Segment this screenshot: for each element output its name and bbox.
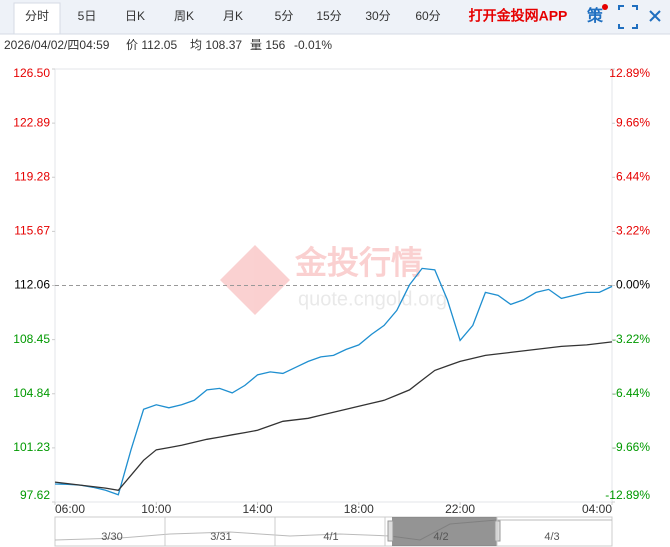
tab[interactable]: 30分 [365, 9, 390, 23]
tab[interactable]: 5分 [275, 9, 294, 23]
y2-tick-label: 9.66% [616, 115, 650, 129]
y-tick-label: 122.89 [13, 115, 50, 129]
navigator-label: 4/1 [323, 531, 338, 543]
app-link[interactable]: 打开金投网APP [469, 8, 568, 24]
watermark: 金投行情 quote.cngold.org [220, 244, 447, 315]
tab[interactable]: 月K [223, 9, 243, 23]
y2-tick-label: -9.66% [612, 440, 650, 454]
tab[interactable]: 分时 [25, 9, 49, 23]
watermark-name: 金投行情 [294, 244, 423, 280]
strategy-button[interactable]: 策 [586, 6, 604, 25]
fullscreen-button[interactable] [618, 5, 638, 29]
y-tick-label: 112.06 [14, 278, 50, 292]
info-average: 均 108.37 [190, 38, 242, 52]
y-tick-label: 126.50 [13, 66, 50, 80]
tab[interactable]: 15分 [316, 9, 341, 23]
x-tick-label: 18:00 [344, 502, 374, 516]
close-button[interactable] [649, 10, 661, 22]
y2-tick-label: -6.44% [612, 386, 650, 400]
y2-tick-label: -12.89% [605, 488, 650, 502]
x-tick-label: 04:00 [582, 502, 612, 516]
y2-tick-label: 3.22% [616, 224, 650, 238]
active-tab [13, 2, 61, 35]
navigator-handle[interactable] [387, 520, 394, 542]
navigator-label: 3/31 [210, 531, 231, 543]
tab[interactable]: 日K [125, 9, 145, 23]
info-line: 2026/04/02/四04:59 价 112.05 均 108.37 量 15… [4, 38, 332, 52]
toolbar [0, 0, 670, 34]
info-price: 价 112.05 [126, 38, 177, 52]
navigator-label: 3/30 [101, 531, 122, 543]
x-tick-label: 10:00 [141, 502, 171, 516]
info-time: 2026/04/02/四04:59 [4, 38, 110, 52]
y2-tick-label: 0.00% [616, 278, 650, 292]
tab[interactable]: 周K [174, 9, 194, 23]
y-tick-label: 108.45 [13, 332, 50, 346]
y-tick-label: 115.67 [14, 224, 50, 238]
y2-tick-label: 6.44% [616, 170, 650, 184]
tab[interactable]: 5日 [78, 9, 97, 23]
y2-tick-label: -3.22% [612, 332, 650, 346]
x-tick-label: 14:00 [243, 502, 273, 516]
info-change: -0.01% [294, 38, 332, 52]
y-tick-label: 101.23 [13, 440, 50, 454]
x-tick-label: 06:00 [55, 502, 85, 516]
plot-frame [54, 68, 613, 503]
x-tick-label: 22:00 [445, 502, 475, 516]
navigator [54, 516, 613, 547]
watermark-logo [220, 245, 290, 315]
navigator-label: 4/3 [544, 531, 559, 543]
price-line [54, 267, 613, 496]
navigator-window[interactable] [392, 517, 497, 546]
price-line [54, 341, 613, 492]
tab[interactable]: 60分 [415, 9, 440, 23]
y2-tick-label: 12.89% [609, 66, 650, 80]
info-volume: 量 156 [250, 38, 286, 52]
badge [602, 4, 608, 10]
watermark-url: quote.cngold.org [298, 288, 447, 310]
y-tick-label: 97.62 [20, 488, 50, 502]
y-tick-label: 119.28 [14, 169, 50, 183]
navigator-label: 4/2 [433, 531, 448, 543]
y-tick-label: 104.84 [13, 386, 50, 400]
